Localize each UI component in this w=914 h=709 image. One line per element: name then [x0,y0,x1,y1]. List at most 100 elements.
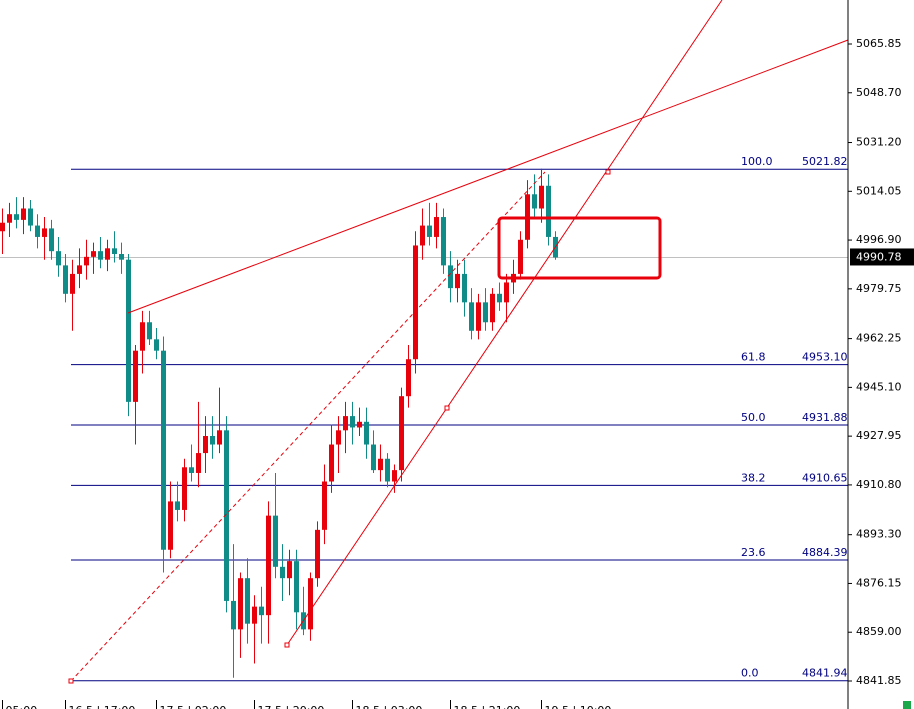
candle-body [7,214,12,223]
x-tick-label: 16.5 | 17:00 [69,704,136,709]
last-price-label: 4990.78 [856,250,902,263]
y-tick-label: 4859.00 [856,625,902,638]
fib-level-label: 38.2 [741,471,766,484]
y-tick-label: 4979.75 [856,282,902,295]
fib-price-label: 4884.39 [802,546,848,559]
candle-body [350,416,355,428]
candle-body [420,225,425,246]
candle-body [315,529,320,579]
candle-body [133,350,138,402]
candle-body [504,282,509,303]
y-tick-label: 4927.95 [856,429,902,442]
dashed-line [70,171,546,682]
x-tick-label: 17.5 | 02:00 [160,704,227,709]
candle-body [476,302,481,331]
candle-body [455,273,460,289]
candle-body [182,467,187,510]
candle-body [413,245,418,360]
y-tick-label: 4876.15 [856,576,902,589]
plot-area: 100.0 5021.82 61.8 4953.10 50.0 4931.88 38.2 49… [0,155,848,682]
y-tick-label: 4996.90 [856,233,902,246]
candle-body [56,251,61,266]
candle-body [119,254,124,260]
candle-body [308,578,313,630]
x-tick-label: 17.5 | 20:00 [258,704,325,709]
fib-level-label: 23.6 [741,546,766,559]
anchor [68,678,74,684]
candle-body [161,350,166,550]
candle-body [469,302,474,331]
candle-body [259,606,264,616]
candle-body [441,217,446,266]
candle-body [399,396,404,471]
trend-line [286,0,723,646]
y-tick-label: 4893.30 [856,528,902,541]
candle-body [140,322,145,351]
candle-body [14,214,19,220]
candle-body [266,515,271,616]
candle-body [294,561,299,613]
candle-body [0,222,5,232]
candle-body [126,259,131,402]
fib-price-label: 4910.65 [802,471,848,484]
fib-price-label: 4841.94 [802,667,848,680]
candle-body [189,467,194,473]
status-indicator [903,701,911,709]
drawings [68,0,849,684]
fib-price-label: 5021.82 [802,155,848,168]
candle-body [63,265,68,294]
candle-body [238,578,243,630]
candle-body [77,265,82,274]
highlight-box [497,216,662,280]
candle-body [462,273,467,303]
y-tick-label: 4910.80 [856,478,902,491]
candle-body [343,416,348,431]
candle-body [364,421,369,445]
x-tick-label: 05:00 [6,704,38,709]
candle-body [539,185,544,209]
x-tick-label: 18.5 | 21:00 [454,704,521,709]
candle-body [322,481,327,530]
candle-body [217,430,222,445]
candle-body [196,453,201,473]
candle-body [357,421,362,428]
last-price-tag [850,248,914,266]
fib-level-label: 61.8 [741,351,766,364]
y-tick-label: 5048.70 [856,86,902,99]
candle-body [336,430,341,445]
candle-body [287,561,292,579]
candle-body [28,208,33,226]
fib-level-label: 0.0 [741,667,759,680]
candle-body [406,359,411,397]
candle-body [483,302,488,323]
candle-body [532,194,537,209]
y-tick-label: 5014.05 [856,184,902,197]
candle-body [42,228,47,237]
candle-body [21,208,26,220]
candle-body [147,322,152,340]
anchor [605,169,611,175]
fib-level-label: 50.0 [741,411,766,424]
x-tick-label: 18.5 | 03:00 [356,704,423,709]
candle-body [329,444,334,482]
y-tick-label: 4841.85 [856,674,902,687]
fib-price-label: 4953.10 [802,351,848,364]
candle-body [112,248,117,255]
candle-body [385,458,390,482]
candle-body [378,458,383,471]
fib-level-label: 100.0 [741,155,773,168]
y-tick-label: 4962.25 [856,332,902,345]
candle-body [280,566,285,579]
candle-body [231,600,236,630]
candle-body [91,251,96,257]
candle-body [98,251,103,260]
candle-body [546,185,551,237]
candle-body [35,225,40,237]
candle-body [252,606,257,624]
y-tick-label: 5065.85 [856,37,902,50]
candle-body [175,501,180,510]
trend-line [127,39,849,314]
x-tick-label: 19.5 | 10:00 [545,704,612,709]
